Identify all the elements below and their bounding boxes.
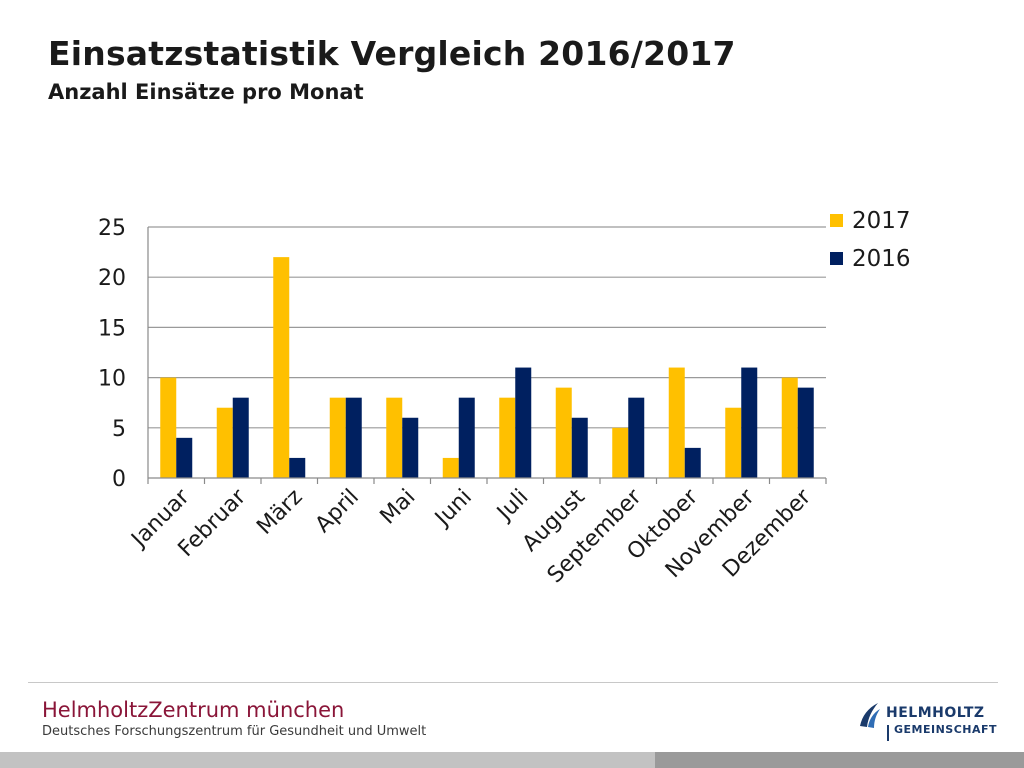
y-tick-label: 20: [98, 266, 126, 291]
bar-2016-januar: [176, 437, 193, 478]
bar-2016-märz: [289, 457, 306, 478]
legend-swatch-2017: [830, 214, 843, 227]
x-tick-label: Juli: [491, 485, 533, 527]
bar-2016-juli: [515, 367, 532, 478]
bottom-bar-accent: [655, 752, 1024, 768]
legend-label: 2017: [852, 208, 911, 234]
axes: [147, 227, 827, 484]
bar-2017-september: [612, 427, 629, 478]
bar-2017-dezember: [781, 377, 798, 478]
y-tick-label: 15: [98, 316, 126, 341]
page-subtitle: Anzahl Einsätze pro Monat: [48, 80, 364, 104]
x-tick-label: März: [252, 485, 307, 540]
y-tick-label: 5: [112, 417, 126, 442]
bar-2017-oktober: [668, 367, 685, 478]
gridlines: [148, 226, 826, 429]
legend: 2017 2016: [830, 208, 911, 272]
y-tick-label: 25: [98, 216, 126, 241]
bottom-bar: [0, 752, 655, 768]
bar-2017-juli: [499, 397, 516, 478]
bar-2017-november: [725, 407, 742, 478]
bar-2016-juni: [458, 397, 475, 478]
logo-text-helmholtz: HELMHOLTZ: [886, 705, 985, 721]
helmholtz-logo-icon: [860, 703, 880, 728]
footer-brand: HelmholtzZentrum münchen: [42, 698, 345, 722]
bar-2016-november: [741, 367, 758, 478]
bar-2016-oktober: [684, 447, 701, 478]
bar-2017-august: [555, 387, 572, 478]
legend-swatch-2016: [830, 252, 843, 265]
bar-2017-mai: [386, 397, 403, 478]
bar-2017-märz: [273, 257, 290, 478]
bar-2016-april: [345, 397, 362, 478]
bar-2016-september: [628, 397, 645, 478]
footer-tagline: Deutsches Forschungszentrum für Gesundhe…: [42, 724, 427, 739]
x-tick-label: Mai: [376, 485, 421, 530]
y-tick-label: 10: [98, 367, 126, 392]
bar-2017-juni: [442, 457, 459, 478]
bar-2016-august: [571, 417, 588, 478]
bar-2016-mai: [402, 417, 419, 478]
bars: [160, 257, 814, 478]
y-tick-label: 0: [112, 467, 126, 492]
x-tick-label: April: [311, 485, 364, 538]
bar-2017-februar: [216, 407, 233, 478]
y-axis-ticks: 0 5 10 15 20 25: [98, 216, 126, 492]
logo-divider: [887, 725, 889, 741]
bar-2017-april: [329, 397, 346, 478]
bar-2017-januar: [160, 377, 177, 478]
bar-2016-dezember: [797, 387, 814, 478]
page-title: Einsatzstatistik Vergleich 2016/2017: [48, 34, 736, 73]
bar-2016-februar: [232, 397, 249, 478]
legend-label: 2016: [852, 246, 911, 272]
logo-text-gemeinschaft: GEMEINSCHAFT: [894, 723, 998, 736]
footer-divider: [28, 682, 998, 683]
x-tick-label: Juni: [429, 485, 477, 533]
